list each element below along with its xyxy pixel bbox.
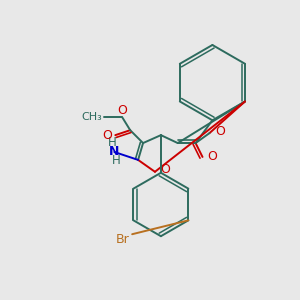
Text: N: N [109, 146, 119, 158]
Text: O: O [103, 129, 112, 142]
Text: H: H [108, 136, 117, 148]
Text: O: O [117, 104, 127, 117]
Text: O: O [160, 163, 170, 176]
Text: O: O [215, 125, 225, 138]
Text: O: O [208, 150, 217, 164]
Text: CH₃: CH₃ [82, 112, 102, 122]
Text: Br: Br [116, 233, 129, 246]
Text: H: H [112, 154, 121, 167]
